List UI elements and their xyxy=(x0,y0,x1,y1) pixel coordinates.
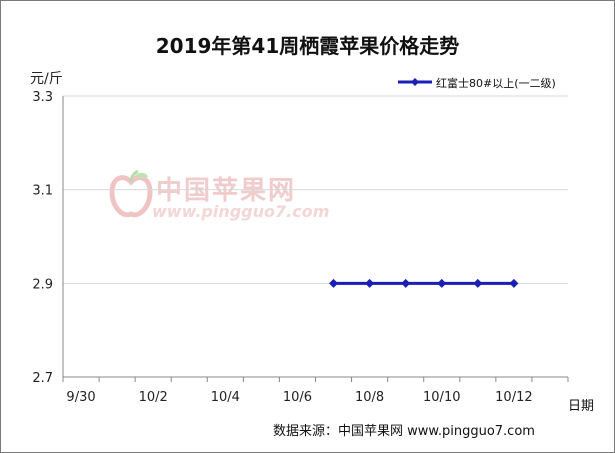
data-point xyxy=(365,278,375,288)
x-tick-label: 10/6 xyxy=(283,390,312,405)
watermark-text: 中国苹果网 xyxy=(156,176,297,206)
chart-title: 2019年第41周栖霞苹果价格走势 xyxy=(155,34,460,58)
x-tick-label: 10/2 xyxy=(139,390,168,405)
data-point xyxy=(437,278,447,288)
data-point xyxy=(401,278,411,288)
x-axis-label: 日期 xyxy=(568,399,595,414)
x-tick-label: 10/8 xyxy=(355,390,384,405)
x-tick-label: 10/12 xyxy=(495,390,532,405)
watermark: 中国苹果网 www.pingguo7.com xyxy=(108,168,329,228)
y-tick-label: 2.7 xyxy=(32,371,53,386)
data-point xyxy=(329,278,339,288)
y-tick-label: 2.9 xyxy=(32,277,53,292)
legend-label: 红富士80#以上(一二级) xyxy=(436,77,556,90)
data-point xyxy=(509,278,519,288)
x-tick-label: 9/30 xyxy=(66,390,95,405)
data-source: 数据来源：中国苹果网 www.pingguo7.com xyxy=(273,424,535,439)
y-tick-label: 3.1 xyxy=(32,184,53,199)
legend-swatch xyxy=(398,78,432,86)
x-tick-label: 10/4 xyxy=(211,390,240,405)
apple-logo-icon xyxy=(109,169,153,218)
x-tick-label: 10/10 xyxy=(423,390,460,405)
data-point xyxy=(473,278,483,288)
watermark-url: www.pingguo7.com xyxy=(152,202,330,221)
y-tick-label: 3.3 xyxy=(32,90,53,105)
y-axis-label: 元/斤 xyxy=(30,71,63,87)
